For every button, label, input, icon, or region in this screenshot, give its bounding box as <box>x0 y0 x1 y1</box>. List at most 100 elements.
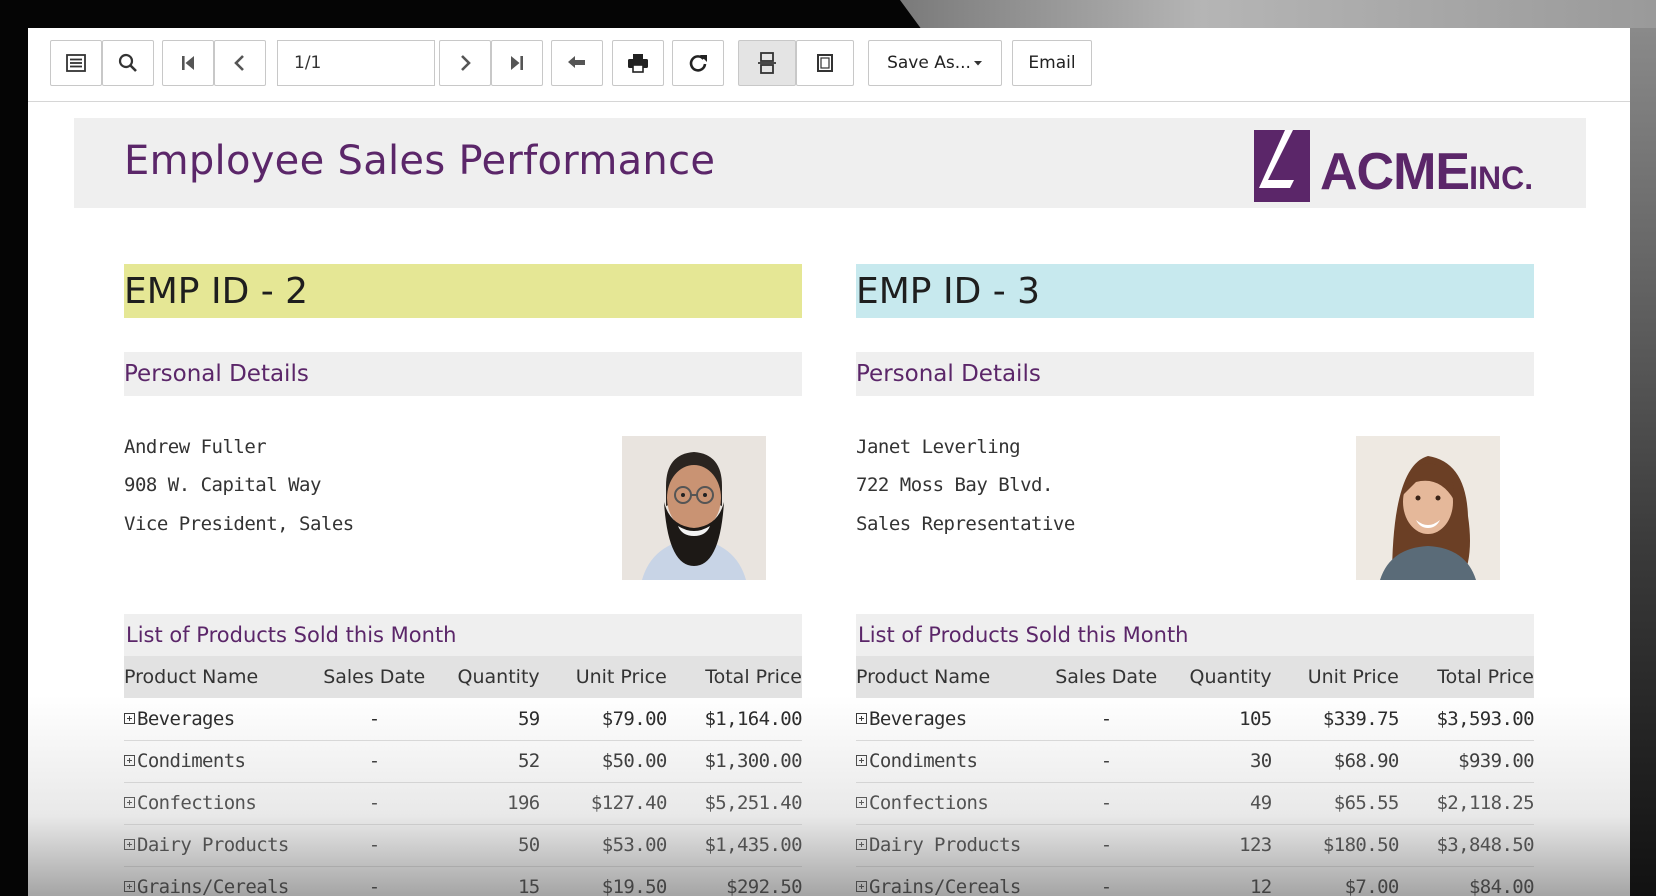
desktop-background <box>900 0 1656 30</box>
email-button[interactable]: Email <box>1012 40 1092 86</box>
table-row: Grains/Cereals - 12 $7.00 $84.00 <box>856 866 1535 896</box>
personal-details: Andrew Fuller 908 W. Capital Way Vice Pr… <box>124 396 802 614</box>
products-list-heading: List of Products Sold this Month <box>124 614 802 656</box>
expand-plus-icon[interactable] <box>124 797 135 808</box>
first-page-button[interactable] <box>162 40 214 86</box>
print-button[interactable] <box>612 40 664 86</box>
search-button[interactable] <box>102 40 154 86</box>
sales-date: - <box>315 866 433 896</box>
unit-price: $180.50 <box>1271 824 1399 867</box>
total-price: $939.00 <box>1398 740 1535 783</box>
quantity: 49 <box>1164 782 1272 825</box>
column-header[interactable]: Product Name <box>124 656 316 698</box>
expand-plus-icon[interactable] <box>124 881 135 892</box>
toggle-parameters-button[interactable] <box>50 40 102 86</box>
expand-plus-icon[interactable] <box>856 712 867 724</box>
column-header[interactable]: Unit Price <box>1271 656 1399 698</box>
total-price: $84.00 <box>1398 866 1535 896</box>
expand-plus-icon[interactable] <box>856 797 867 808</box>
table-row: Condiments - 52 $50.00 $1,300.00 <box>124 740 803 783</box>
sales-date: - <box>1047 740 1165 783</box>
expand-plus-icon[interactable] <box>124 755 135 766</box>
printer-icon <box>628 54 648 73</box>
expand-plus-icon[interactable] <box>124 839 135 850</box>
unit-price: $79.00 <box>539 698 667 741</box>
column-header[interactable]: Sales Date <box>315 656 433 698</box>
employee-photo <box>622 436 766 580</box>
total-price: $292.50 <box>666 866 803 896</box>
employee-name: Andrew Fuller <box>124 436 267 458</box>
sales-date: - <box>315 740 433 783</box>
total-price: $3,593.00 <box>1398 698 1535 741</box>
back-to-parent-button[interactable] <box>551 40 603 86</box>
report-viewer-window: 1/1 <box>28 28 1630 896</box>
product-name: Grains/Cereals <box>137 876 289 896</box>
desktop-background-side <box>1630 28 1656 896</box>
product-name: Grains/Cereals <box>869 876 1021 896</box>
single-page-view-button[interactable] <box>796 40 854 86</box>
previous-page-button[interactable] <box>214 40 266 86</box>
table-row: Beverages - 105 $339.75 $3,593.00 <box>856 698 1535 741</box>
quantity: 15 <box>432 866 540 896</box>
employee-name: Janet Leverling <box>856 436 1021 458</box>
product-name: Dairy Products <box>137 834 289 856</box>
product-name: Condiments <box>137 750 246 772</box>
employee-id-band: EMP ID - 2 <box>124 264 802 318</box>
unit-price: $68.90 <box>1271 740 1399 783</box>
product-name: Confections <box>869 792 989 814</box>
save-as-dropdown[interactable]: Save As... <box>868 40 1002 86</box>
man-portrait-icon <box>622 436 766 580</box>
next-page-button[interactable] <box>439 40 491 86</box>
unit-price: $7.00 <box>1271 866 1399 896</box>
products-list-heading: List of Products Sold this Month <box>856 614 1534 656</box>
last-page-button[interactable] <box>491 40 543 86</box>
table-header-row: Product Name Sales Date Quantity Unit Pr… <box>856 656 1534 698</box>
quantity: 50 <box>432 824 540 867</box>
continuous-page-view-button[interactable] <box>738 40 796 86</box>
expand-plus-icon[interactable] <box>856 881 867 892</box>
quantity: 52 <box>432 740 540 783</box>
sales-date: - <box>315 782 433 825</box>
column-header[interactable]: Sales Date <box>1047 656 1165 698</box>
total-price: $5,251.40 <box>666 782 803 825</box>
refresh-icon <box>689 55 707 72</box>
sales-date: - <box>1047 782 1165 825</box>
table-row: Confections - 196 $127.40 $5,251.40 <box>124 782 803 825</box>
email-label: Email <box>1028 53 1076 73</box>
sales-date: - <box>315 824 433 867</box>
multi-page-view-icon <box>758 52 776 74</box>
expand-plus-icon[interactable] <box>856 755 867 766</box>
column-header[interactable]: Quantity <box>432 656 540 698</box>
total-price: $3,848.50 <box>1398 824 1535 867</box>
product-name: Confections <box>137 792 257 814</box>
expand-plus-icon[interactable] <box>856 839 867 850</box>
column-header[interactable]: Total Price <box>1398 656 1534 698</box>
acme-logo-icon <box>1254 130 1310 202</box>
employee-card: EMP ID - 2 Personal Details Andrew Fulle… <box>124 264 803 896</box>
chevron-left-icon <box>234 55 244 71</box>
column-header[interactable]: Unit Price <box>539 656 667 698</box>
search-icon <box>118 53 137 72</box>
product-name: Beverages <box>137 707 235 730</box>
total-price: $1,435.00 <box>666 824 803 867</box>
woman-portrait-icon <box>1356 436 1500 580</box>
product-name: Beverages <box>869 707 967 730</box>
column-header[interactable]: Total Price <box>666 656 802 698</box>
refresh-button[interactable] <box>672 40 724 86</box>
total-price: $1,300.00 <box>666 740 803 783</box>
page-number-input[interactable]: 1/1 <box>277 40 435 86</box>
viewer-toolbar: 1/1 <box>28 28 1630 102</box>
column-header[interactable]: Quantity <box>1164 656 1272 698</box>
sales-date: - <box>1047 824 1165 867</box>
product-name: Condiments <box>869 750 978 772</box>
expand-plus-icon[interactable] <box>124 712 135 724</box>
unit-price: $65.55 <box>1271 782 1399 825</box>
table-row: Condiments - 30 $68.90 $939.00 <box>856 740 1535 783</box>
products-table: Product Name Sales Date Quantity Unit Pr… <box>124 656 803 896</box>
column-header[interactable]: Product Name <box>856 656 1048 698</box>
sales-date: - <box>1047 866 1165 896</box>
personal-details: Janet Leverling 722 Moss Bay Blvd. Sales… <box>856 396 1534 614</box>
product-name: Dairy Products <box>869 834 1021 856</box>
employee-address: 908 W. Capital Way <box>124 474 321 496</box>
employee-address: 722 Moss Bay Blvd. <box>856 474 1053 496</box>
